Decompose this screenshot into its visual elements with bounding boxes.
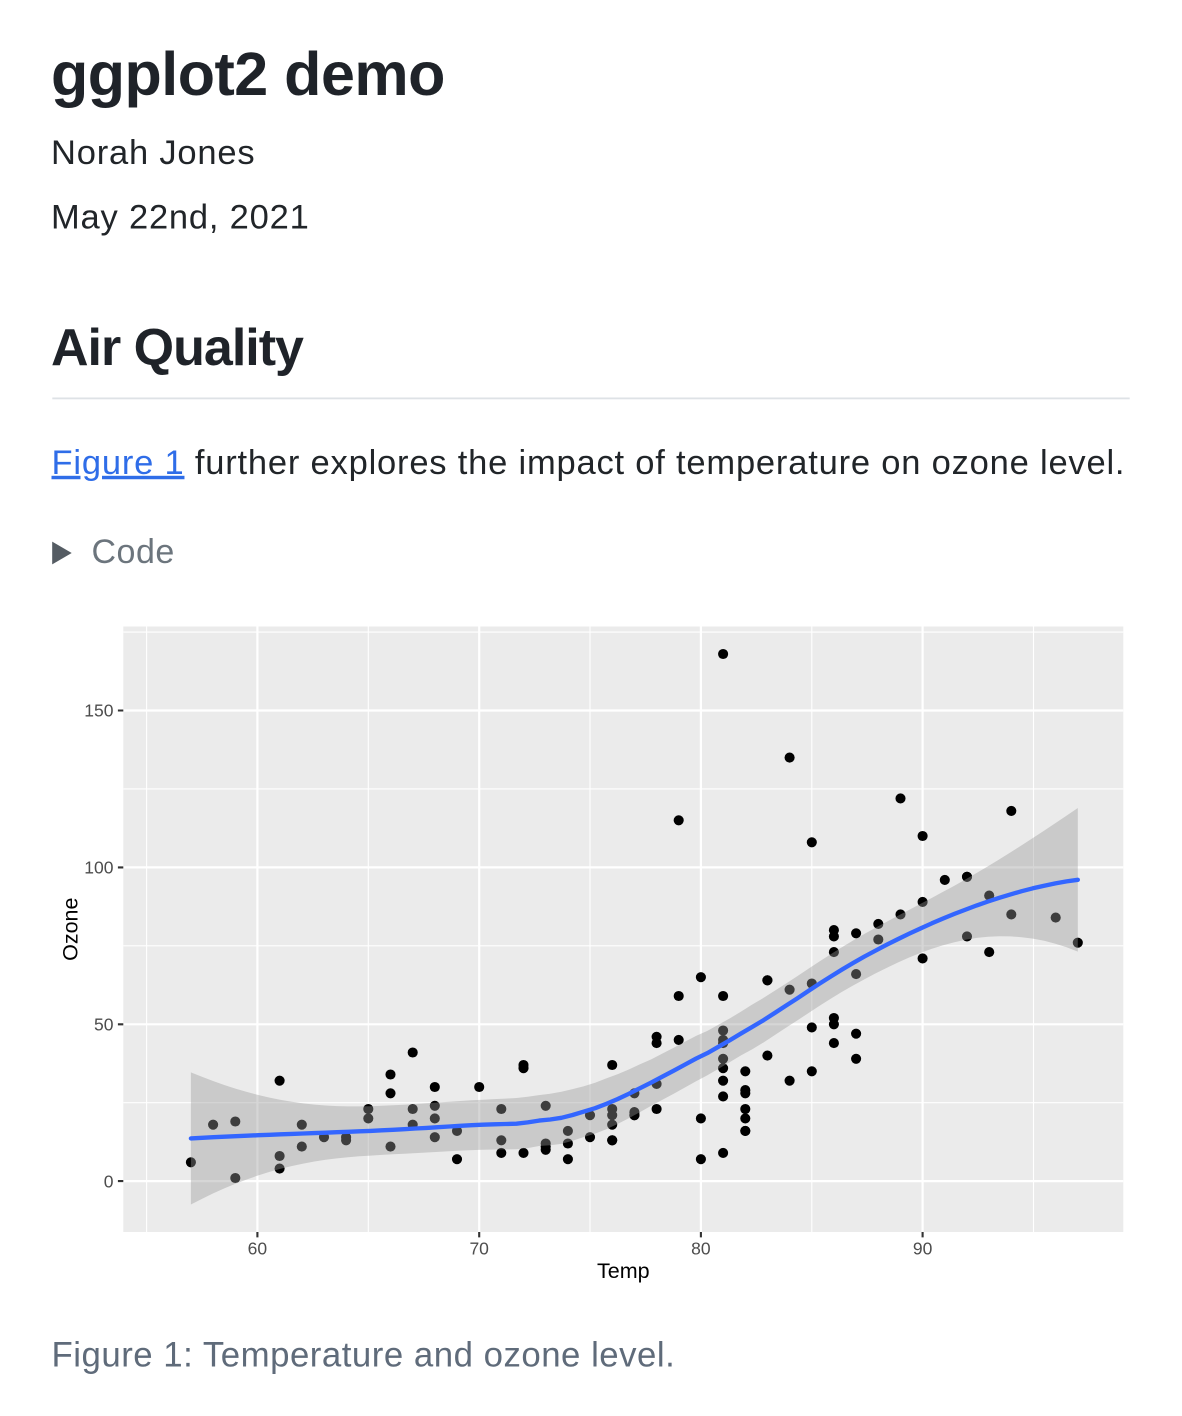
svg-text:Figure 1: Temperature and ozon: Figure 1: Temperature and ozone level.: [52, 1335, 676, 1374]
svg-text:Code: Code: [92, 533, 175, 571]
svg-text:May 22nd, 2021: May 22nd, 2021: [51, 198, 310, 236]
svg-text:Temp: Temp: [597, 1259, 650, 1283]
svg-text:90: 90: [913, 1239, 933, 1259]
svg-text:0: 0: [104, 1171, 114, 1191]
svg-text:60: 60: [248, 1239, 268, 1259]
svg-text:50: 50: [94, 1015, 114, 1035]
svg-text:Ozone: Ozone: [59, 898, 83, 961]
svg-text:150: 150: [84, 701, 113, 721]
svg-text:ggplot2 demo: ggplot2 demo: [51, 40, 445, 108]
svg-text:80: 80: [691, 1239, 711, 1259]
svg-text:Figure 1 further explores the: Figure 1 further explores the impact of …: [52, 444, 1126, 482]
svg-text:Air Quality: Air Quality: [51, 319, 304, 377]
svg-text:100: 100: [84, 858, 113, 878]
svg-text:Norah Jones: Norah Jones: [51, 134, 255, 172]
svg-text:70: 70: [469, 1239, 489, 1259]
